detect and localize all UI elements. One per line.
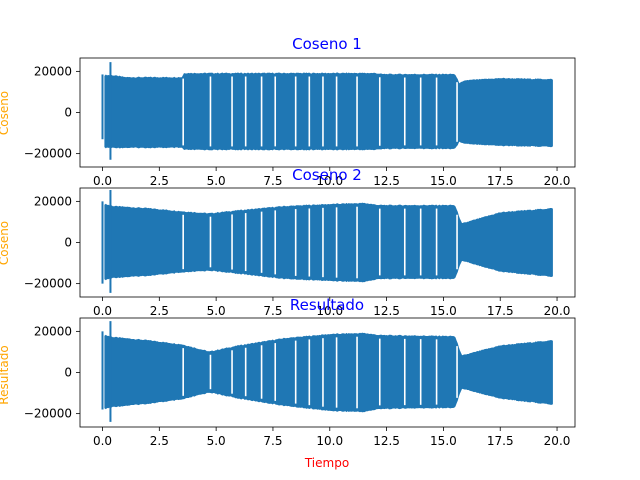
x-tick-label-2: 2.5 xyxy=(150,304,169,318)
x-tick-label-4: 7.5 xyxy=(263,174,282,188)
y-tick-label-2: 0 xyxy=(64,106,72,120)
subplot-3-signal xyxy=(101,321,553,422)
subplot-1: Coseno 1 Coseno 0.0 2.5 5.0 7.5 10.0 12.5 15.0… xyxy=(0,35,576,188)
x-tick-label-3: 5.0 xyxy=(207,304,226,318)
x-tick-label-6: 12.5 xyxy=(373,434,400,448)
y-tick-label-1: 20000 xyxy=(34,324,72,338)
subplot-2: Coseno 2 Coseno 0.0 2.5 5.0 7.5 10.0 12.5 15.0… xyxy=(0,166,576,318)
x-tick-label-1: 0.0 xyxy=(93,304,112,318)
x-tick-label-5: 10.0 xyxy=(316,174,343,188)
subplot-1-ylabel: Coseno xyxy=(0,91,11,135)
x-tick-label-3: 5.0 xyxy=(207,174,226,188)
subplot-2-title: Coseno 2 xyxy=(292,166,362,184)
subplot-3-ylabel: Resultado xyxy=(0,345,11,404)
y-tick-label-2: 0 xyxy=(64,236,72,250)
x-tick-label-1: 0.0 xyxy=(93,174,112,188)
x-tick-label-4: 7.5 xyxy=(263,434,282,448)
x-tick-label-6: 12.5 xyxy=(373,174,400,188)
y-tick-label-2: 0 xyxy=(64,366,72,380)
x-tick-label-9: 20.0 xyxy=(544,304,571,318)
subplot-3: Resultado Resultado 0.0 2.5 5.0 7.5 10.0 12.5… xyxy=(0,296,576,470)
x-tick-label-5: 10.0 xyxy=(316,304,343,318)
x-tick-label-8: 17.5 xyxy=(487,174,514,188)
signal-band xyxy=(104,72,553,151)
y-tick-label-1: 20000 xyxy=(34,194,72,208)
subplot-2-signal xyxy=(101,190,553,293)
x-tick-label-7: 15.0 xyxy=(430,304,457,318)
x-tick-label-9: 20.0 xyxy=(544,174,571,188)
x-tick-label-2: 2.5 xyxy=(150,174,169,188)
x-tick-label-3: 5.0 xyxy=(207,434,226,448)
subplot-1-title: Coseno 1 xyxy=(292,35,362,53)
x-tick-label-8: 17.5 xyxy=(487,434,514,448)
subplot-2-ylabel: Coseno xyxy=(0,221,11,265)
x-tick-label-6: 12.5 xyxy=(373,304,400,318)
x-tick-label-2: 2.5 xyxy=(150,434,169,448)
signal-band xyxy=(104,332,553,413)
x-axis-label: Tiempo xyxy=(304,456,349,470)
subplot-2-plot-area: 0.0 2.5 5.0 7.5 10.0 12.5 15.0 17.5 20.0 20000 0 −2… xyxy=(24,187,576,318)
subplot-3-title: Resultado xyxy=(290,296,364,314)
x-tick-label-8: 17.5 xyxy=(487,304,514,318)
x-tick-label-7: 15.0 xyxy=(430,174,457,188)
subplot-3-plot-area: 0.0 2.5 5.0 7.5 10.0 12.5 15.0 17.5 20.0 20000 0 −2… xyxy=(24,317,576,448)
x-tick-label-4: 7.5 xyxy=(263,304,282,318)
y-tick-label-3: −20000 xyxy=(24,277,72,291)
x-tick-label-1: 0.0 xyxy=(93,434,112,448)
x-tick-label-5: 10.0 xyxy=(316,434,343,448)
x-tick-label-7: 15.0 xyxy=(430,434,457,448)
subplot-1-signal xyxy=(101,62,553,160)
y-tick-label-1: 20000 xyxy=(34,64,72,78)
x-tick-label-9: 20.0 xyxy=(544,434,571,448)
y-tick-label-3: −20000 xyxy=(24,147,72,161)
y-tick-label-3: −20000 xyxy=(24,407,72,421)
signal-band xyxy=(104,202,553,283)
subplot-1-plot-area: 0.0 2.5 5.0 7.5 10.0 12.5 15.0 17.5 20.0 20000 0 −2… xyxy=(24,57,576,188)
